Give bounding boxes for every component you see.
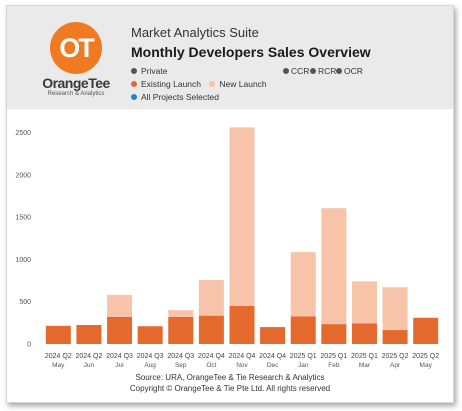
x-tick-quarter: 2024 Q3 xyxy=(167,353,194,360)
x-tick-month: Sep xyxy=(175,362,187,369)
orangetee-logo-icon: OT xyxy=(50,22,102,74)
x-tick-month: Oct xyxy=(206,362,216,369)
report-header: OT OrangeTee Research & Analytics Market… xyxy=(7,6,453,109)
filter-private-label: Private xyxy=(141,66,168,76)
filter-rcr[interactable]: RCR xyxy=(310,66,336,76)
bar-existing-launch[interactable] xyxy=(413,317,439,344)
y-tick-label: 1000 xyxy=(15,257,31,264)
bar-new-launch[interactable] xyxy=(198,280,224,316)
legend-item-new[interactable]: New Launch xyxy=(209,79,267,89)
x-tick-quarter: 2025 Q1 xyxy=(290,353,317,360)
x-tick-quarter: 2024 Q4 xyxy=(259,353,286,360)
bar-existing-launch[interactable] xyxy=(168,316,194,344)
x-tick-month: Mar xyxy=(359,362,371,369)
bar-new-launch[interactable] xyxy=(229,127,255,306)
legend-new-label: New Launch xyxy=(219,79,267,89)
legend-existing-label: Existing Launch xyxy=(141,79,202,89)
bar-existing-launch[interactable] xyxy=(229,305,255,344)
bar-new-launch[interactable] xyxy=(382,287,408,331)
bar-chart: 0 500 1000 1500 2000 2500 2024 Q2 May 2024 Q2 Jun… xyxy=(15,127,439,369)
bar-existing-launch[interactable] xyxy=(137,326,163,344)
bar-existing-launch[interactable] xyxy=(107,316,133,344)
report-card: OT OrangeTee Research & Analytics Market… xyxy=(6,5,454,403)
bar-new-launch[interactable] xyxy=(168,310,194,317)
filter-ccr-label: CCR xyxy=(291,66,310,76)
x-tick-quarter: 2024 Q2 xyxy=(75,353,102,360)
legend-new-swatch-icon xyxy=(209,80,216,87)
y-tick-label: 2000 xyxy=(15,172,31,179)
legend: Existing Launch New Launch xyxy=(131,79,267,89)
x-tick-month: Jan xyxy=(298,362,309,369)
bar-existing-launch[interactable] xyxy=(382,330,408,344)
bar-new-launch[interactable] xyxy=(107,294,133,317)
x-tick-month: May xyxy=(52,362,65,369)
bar-existing-launch[interactable] xyxy=(351,323,377,344)
bar-existing-launch[interactable] xyxy=(290,316,316,345)
x-tick-month: May xyxy=(420,362,433,369)
bar-existing-launch[interactable] xyxy=(260,327,286,344)
filter-all-projects-label: All Projects Selected xyxy=(141,92,219,102)
x-tick-month: Apr xyxy=(390,362,401,369)
x-tick-quarter: 2024 Q3 xyxy=(137,353,164,360)
bar-existing-launch[interactable] xyxy=(321,324,347,344)
filter-private[interactable]: Private xyxy=(131,66,167,76)
filter-all-projects[interactable]: All Projects Selected xyxy=(131,92,219,102)
filter-rcr-label: RCR xyxy=(318,66,337,76)
bar-existing-launch[interactable] xyxy=(198,315,224,344)
copyright-note: Copyright © OrangeTee & Tie Pte Ltd. All… xyxy=(129,384,331,393)
legend-existing-swatch-icon xyxy=(131,80,137,87)
x-tick-quarter: 2024 Q4 xyxy=(198,353,225,360)
x-tick-quarter: 2025 Q2 xyxy=(382,353,409,360)
y-tick-label: 0 xyxy=(27,342,31,349)
x-tick-month: Jul xyxy=(115,362,124,369)
logo-name: OrangeTee xyxy=(42,75,110,91)
bar-new-launch[interactable] xyxy=(290,252,316,317)
filter-rcr-dot-icon xyxy=(310,67,316,74)
filter-ocr-dot-icon xyxy=(336,67,342,74)
x-tick-quarter: 2025 Q2 xyxy=(412,353,439,360)
x-tick-month: Feb xyxy=(328,362,340,369)
filter-ocr[interactable]: OCR xyxy=(336,66,363,76)
y-tick-label: 500 xyxy=(19,299,31,306)
x-tick-quarter: 2024 Q4 xyxy=(229,353,256,360)
logo-subtitle: Research & Analytics xyxy=(47,91,105,97)
y-tick-label: 2500 xyxy=(15,130,31,137)
x-tick-quarter: 2025 Q1 xyxy=(320,353,347,360)
filter-private-dot-icon xyxy=(131,67,137,74)
source-note: Source: URA, OrangeTee & Tie Research & … xyxy=(135,373,325,382)
suite-title: Market Analytics Suite xyxy=(131,25,259,40)
logo-glyph: OT xyxy=(59,33,95,63)
bar-existing-launch[interactable] xyxy=(45,325,71,344)
filter-ocr-label: OCR xyxy=(344,66,363,76)
bar-new-launch[interactable] xyxy=(321,208,347,325)
chart-title: Monthly Developers Sales Overview xyxy=(131,44,371,60)
x-tick-quarter: 2025 Q1 xyxy=(351,353,378,360)
x-tick-quarter: 2024 Q2 xyxy=(45,353,72,360)
bar-new-launch[interactable] xyxy=(351,281,377,324)
filter-ccr[interactable]: CCR xyxy=(283,66,309,76)
selected-dot-icon xyxy=(131,93,137,100)
x-tick-month: Nov xyxy=(236,362,248,369)
filter-ccr-dot-icon xyxy=(283,67,289,74)
x-tick-quarter: 2024 Q3 xyxy=(106,353,133,360)
y-tick-label: 1500 xyxy=(15,215,31,222)
x-tick-month: Dec xyxy=(267,362,279,369)
bar-existing-launch[interactable] xyxy=(76,324,102,344)
x-tick-month: Aug xyxy=(144,362,156,369)
x-tick-month: Jun xyxy=(84,362,95,369)
legend-item-existing[interactable]: Existing Launch xyxy=(131,79,201,89)
